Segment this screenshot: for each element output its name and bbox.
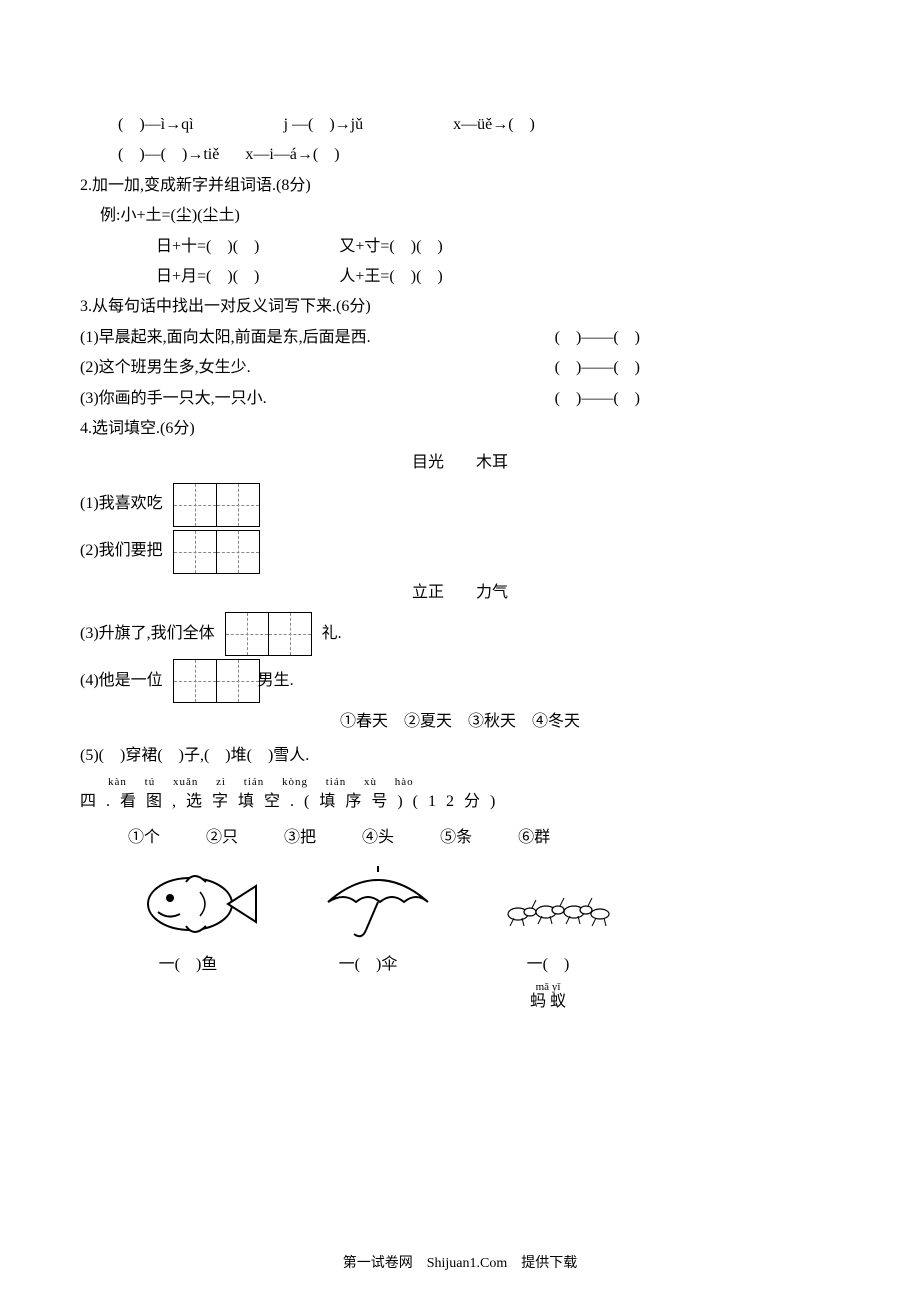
mayi-ruby: mā yǐ蚂 蚁 <box>478 981 618 1011</box>
label-umbrella: 一( )伞 <box>298 950 438 1011</box>
q3-i3-text: (3)你画的手一只大,一只小. <box>80 384 267 414</box>
umbrella-icon <box>308 864 448 944</box>
q3-i3-blank: ( )——( ) <box>555 384 640 414</box>
q2-row2: 日+月=( )( ) 人+王=( )( ) <box>156 262 840 292</box>
q2-r2-a: 日+月=( )( ) <box>156 262 259 292</box>
q3-i2: (2)这个班男生多,女生少. ( )——( ) <box>80 353 640 383</box>
q3-i1: (1)早晨起来,面向太阳,前面是东,后面是西. ( )——( ) <box>80 323 640 353</box>
tianzi-grid <box>173 530 260 574</box>
q4-i2-text: (2)我们要把 <box>80 536 163 566</box>
mayi-han: 蚂 蚁 <box>530 993 566 1010</box>
q4-i3-post: 礼. <box>322 619 342 649</box>
q3-i1-text: (1)早晨起来,面向太阳,前面是东,后面是西. <box>80 323 371 353</box>
q1-r1-c: x—üě→( ) <box>453 110 535 140</box>
q3-i2-blank: ( )——( ) <box>555 353 640 383</box>
q4-i1: (1)我喜欢吃 <box>80 483 840 527</box>
q2-example: 例:小+土=(尘)(尘土) <box>100 201 840 231</box>
opt-5: ⑤条 <box>440 823 472 853</box>
q2-r1-b: 又+寸=( )( ) <box>339 232 442 262</box>
opt-2: ②只 <box>206 823 238 853</box>
label-fish: 一( )鱼 <box>118 950 258 1011</box>
q2-r1-a: 日+十=( )( ) <box>156 232 259 262</box>
opt-6: ⑥群 <box>518 823 550 853</box>
opt-3: ③把 <box>284 823 316 853</box>
q4-i4: (4)他是一位 男生. <box>80 659 840 703</box>
q4-i3-pre: (3)升旗了,我们全体 <box>80 619 215 649</box>
fish-icon <box>128 864 268 944</box>
q4-i4-pre: (4)他是一位 <box>80 666 163 696</box>
opt-4: ④头 <box>362 823 394 853</box>
q4-pair1: 目光 木耳 <box>80 448 840 478</box>
q3-title: 3.从每句话中找出一对反义词写下来.(6分) <box>80 292 840 322</box>
q2-title: 2.加一加,变成新字并组词语.(8分) <box>80 171 840 201</box>
label-ants: 一( ) mā yǐ蚂 蚁 <box>478 950 618 1011</box>
q2-row1: 日+十=( )( ) 又+寸=( )( ) <box>156 232 840 262</box>
q1-r2-b: x—i—á→( ) <box>245 140 339 170</box>
q3-i1-blank: ( )——( ) <box>555 323 640 353</box>
q-si-options: ①个 ②只 ③把 ④头 ⑤条 ⑥群 <box>128 823 840 853</box>
q3-i2-text: (2)这个班男生多,女生少. <box>80 353 251 383</box>
q1-r2-a: ( )—( )→tiě <box>118 140 219 170</box>
q1-row1: ( )—ì→qì j —( )→jǔ x—üě→( ) <box>118 110 840 140</box>
page-footer: 第一试卷网 Shijuan1.Com 提供下载 <box>0 1251 920 1278</box>
q1-r1-b: j —( )→jǔ <box>284 110 364 140</box>
opt-1: ①个 <box>128 823 160 853</box>
q3-i3: (3)你画的手一只大,一只小. ( )——( ) <box>80 384 640 414</box>
tianzi-grid <box>173 659 260 703</box>
q-si-han: 四.看图,选字填空.(填序号)(12分) <box>80 787 840 817</box>
q4-i1-text: (1)我喜欢吃 <box>80 489 163 519</box>
q-si-images <box>128 864 840 944</box>
tianzi-grid <box>225 612 312 656</box>
tianzi-grid <box>173 483 260 527</box>
q-si-labels: 一( )鱼 一( )伞 一( ) mā yǐ蚂 蚁 <box>118 950 840 1011</box>
q2-r2-b: 人+王=( )( ) <box>339 262 442 292</box>
q1-row2: ( )—( )→tiě x—i—á→( ) <box>118 140 840 170</box>
q4-i3: (3)升旗了,我们全体 礼. <box>80 612 840 656</box>
q4-title: 4.选词填空.(6分) <box>80 414 840 444</box>
q4-pair2: 立正 力气 <box>80 578 840 608</box>
mayi-pinyin: mā yǐ <box>478 981 618 993</box>
q1-r1-a: ( )—ì→qì <box>118 110 194 140</box>
label-ants-pre: 一( ) <box>527 956 570 973</box>
q4-seasons: ①春天 ②夏天 ③秋天 ④冬天 <box>340 707 840 737</box>
q4-i4-post: 男生. <box>258 666 294 696</box>
ants-icon <box>488 864 628 944</box>
q4-i5: (5)( )穿裙( )子,( )堆( )雪人. <box>80 741 840 771</box>
q4-i2: (2)我们要把 <box>80 530 840 574</box>
